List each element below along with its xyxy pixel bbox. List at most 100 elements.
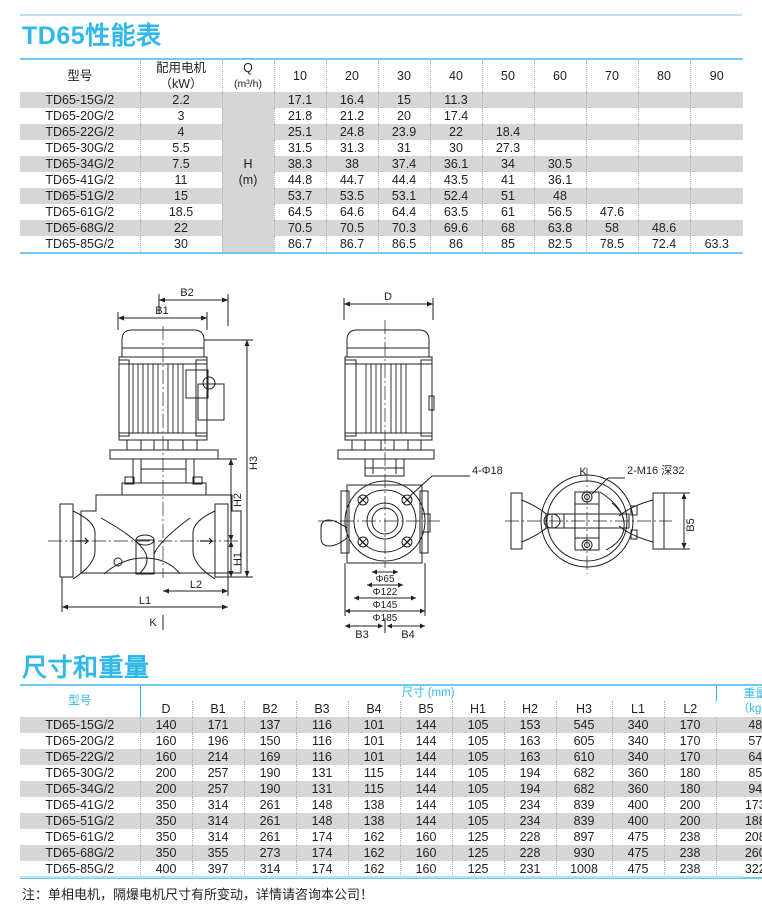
cell-head-20: 24.8 <box>326 124 379 140</box>
table-row: TD65-15G/2 2.2 H (m) 17.1 16.4 15 11.3 <box>20 92 743 253</box>
table-row: TD65-15G/2 140 171 137 116 101 144 105 153 545 340… <box>20 717 762 733</box>
cell-head-80 <box>638 140 691 156</box>
cell-model: TD65-34G/2 <box>20 156 141 172</box>
table-row: TD65-34G/2 200 257 190 131 115 144 105 194 682 360… <box>20 781 762 797</box>
cell-model: TD65-30G/2 <box>20 765 141 781</box>
cell-head-30: 64.4 <box>378 204 431 220</box>
cell-weight: 94 <box>716 781 762 797</box>
cell-h1: 105 <box>452 765 505 781</box>
cell-head-20: 31.3 <box>326 140 379 156</box>
cell-head-70 <box>586 124 639 140</box>
cell-d: 400 <box>140 861 193 878</box>
cell-b1: 171 <box>192 717 245 733</box>
cell-head-10: 53.7 <box>274 188 327 204</box>
cell-model: TD65-41G/2 <box>20 172 141 188</box>
cell-motor-power: 15 <box>140 188 223 204</box>
cell-head-20: 53.5 <box>326 188 379 204</box>
label-b2: B2 <box>180 287 193 299</box>
header-flow-50: 50 <box>482 59 535 92</box>
cell-motor-power: 30 <box>140 236 223 253</box>
header-col-l1: L1 <box>612 701 665 717</box>
header-weight-line1: 重量 <box>743 687 762 700</box>
cell-head-80 <box>638 156 691 172</box>
cell-head-30: 53.1 <box>378 188 431 204</box>
cell-head-70 <box>586 92 639 108</box>
header-col-h1: H1 <box>452 701 505 717</box>
cell-head-30: 23.9 <box>378 124 431 140</box>
cell-b1: 314 <box>192 829 245 845</box>
cell-b5: 144 <box>400 765 453 781</box>
cell-head-10: 38.3 <box>274 156 327 172</box>
label-phi65: Φ65 <box>375 574 395 585</box>
cell-b5: 144 <box>400 813 453 829</box>
cell-h2: 163 <box>504 733 557 749</box>
header-motor: 配用电机 （kW） <box>140 59 223 92</box>
header-col-d: D <box>140 701 193 717</box>
cell-h1: 105 <box>452 813 505 829</box>
cell-head-10: 64.5 <box>274 204 327 220</box>
cell-b1: 355 <box>192 845 245 861</box>
cell-head-20: 70.5 <box>326 220 379 236</box>
cell-b2: 273 <box>244 845 297 861</box>
cell-head-90 <box>690 156 743 172</box>
cell-head-40: 69.6 <box>430 220 483 236</box>
cell-d: 140 <box>140 717 193 733</box>
cell-head-60 <box>534 124 587 140</box>
header-flow-70: 70 <box>586 59 639 92</box>
cell-b1: 196 <box>192 733 245 749</box>
cell-l1: 360 <box>612 765 665 781</box>
label-phi185: Φ185 <box>373 613 398 624</box>
table-row: TD65-30G/2 200 257 190 131 115 144 105 194 682 360… <box>20 765 762 781</box>
cell-head-80 <box>638 124 691 140</box>
cell-h3: 682 <box>556 781 613 797</box>
header-col-h3: H3 <box>556 701 613 717</box>
cell-motor-power: 7.5 <box>140 156 223 172</box>
cell-b3: 148 <box>296 813 349 829</box>
cell-head-30: 15 <box>378 92 431 108</box>
cell-head-70 <box>586 188 639 204</box>
cell-b2: 190 <box>244 765 297 781</box>
cell-l2: 170 <box>664 733 717 749</box>
cell-weight: 260 <box>716 845 762 861</box>
cell-head-90 <box>690 172 743 188</box>
header-weight-line2: （kg） <box>737 702 762 715</box>
cell-b3: 116 <box>296 749 349 765</box>
header-col-b3: B3 <box>296 701 349 717</box>
cell-d: 350 <box>140 813 193 829</box>
label-d: D <box>384 291 392 303</box>
header-motor-line1: 配用电机 <box>155 61 206 75</box>
cell-b4: 101 <box>348 717 401 733</box>
bottom-divider <box>20 876 742 878</box>
cell-b3: 174 <box>296 829 349 845</box>
label-l2: L2 <box>190 579 202 591</box>
cell-h1: 105 <box>452 797 505 813</box>
table-row: TD65-34G/2 7.5 38.3 38 37.4 36.1 34 30.5 <box>20 156 743 172</box>
label-h1: H1 <box>232 552 244 566</box>
cell-h1: 125 <box>452 861 505 878</box>
label-b4: B4 <box>401 629 414 641</box>
cell-l2: 238 <box>664 845 717 861</box>
cell-head-60: 56.5 <box>534 204 587 220</box>
dimension-drawings: B2 B1 H3 H2 H1 L2 L1 K D 4-Φ18 Φ65 Φ122 … <box>0 278 762 650</box>
table-row: TD65-22G/2 160 214 169 116 101 144 105 163 610 340… <box>20 749 762 765</box>
table-row: TD65-61G/2 18.5 64.5 64.6 64.4 63.5 61 56.5 47.6 <box>20 204 743 220</box>
cell-h2: 163 <box>504 749 557 765</box>
table-row: TD65-61G/2 350 314 261 174 162 160 125 228 897 475… <box>20 829 762 845</box>
cell-model: TD65-41G/2 <box>20 797 141 813</box>
cell-l2: 170 <box>664 749 717 765</box>
cell-weight: 188 <box>716 813 762 829</box>
cell-b3: 131 <box>296 781 349 797</box>
cell-b5: 144 <box>400 781 453 797</box>
cell-h2: 228 <box>504 845 557 861</box>
cell-head-50 <box>482 108 535 124</box>
cell-l1: 475 <box>612 845 665 861</box>
label-h2: H2 <box>232 493 244 507</box>
cell-model: TD65-51G/2 <box>20 188 141 204</box>
cell-head-60: 63.8 <box>534 220 587 236</box>
cell-model: TD65-22G/2 <box>20 124 141 140</box>
cell-head-80 <box>638 92 691 108</box>
cell-l1: 475 <box>612 829 665 845</box>
cell-head-60 <box>534 92 587 108</box>
cell-head-40: 43.5 <box>430 172 483 188</box>
